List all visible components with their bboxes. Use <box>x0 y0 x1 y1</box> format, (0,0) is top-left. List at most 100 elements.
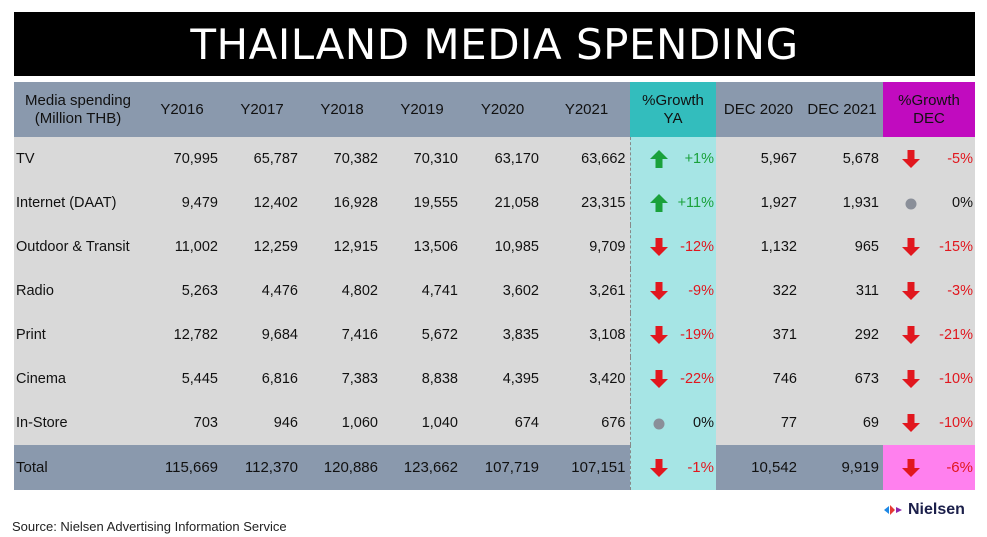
year-value: 3,835 <box>462 313 543 357</box>
year-value: 19,555 <box>382 181 462 225</box>
row-label: Radio <box>14 269 142 313</box>
year-value: 8,838 <box>382 357 462 401</box>
header-year: Y2018 <box>302 82 382 137</box>
year-value: 63,170 <box>462 137 543 181</box>
table-row: Internet (DAAT) 9,479 12,402 16,928 19,555 21… <box>14 181 975 225</box>
arrow-down-icon <box>649 370 668 388</box>
growth-ya-value: -9% <box>688 283 714 299</box>
header-year: Y2021 <box>543 82 630 137</box>
year-value: 4,476 <box>222 269 302 313</box>
neutral-dot-icon <box>905 198 917 210</box>
year-value: 3,602 <box>462 269 543 313</box>
arrow-down-icon <box>902 414 920 432</box>
row-label: Outdoor & Transit <box>14 225 142 269</box>
arrow-up-icon <box>649 194 668 212</box>
dec2021-value: 292 <box>801 313 883 357</box>
header-growth-dec: %Growth DEC <box>883 82 975 137</box>
row-label: Print <box>14 313 142 357</box>
year-value: 12,915 <box>302 225 382 269</box>
header-growth-ya: %Growth YA <box>630 82 716 137</box>
growth-ya-cell: -12% <box>630 225 716 269</box>
year-value: 70,382 <box>302 137 382 181</box>
total-row: Total 115,669 112,370 120,886 123,662 107,719… <box>14 445 975 490</box>
arrow-down-icon <box>902 150 920 168</box>
header-year: Y2016 <box>142 82 222 137</box>
dec2021-value: 673 <box>801 357 883 401</box>
year-value: 7,416 <box>302 313 382 357</box>
year-value: 12,402 <box>222 181 302 225</box>
year-value: 5,672 <box>382 313 462 357</box>
growth-ya-value: -12% <box>680 239 714 255</box>
growth-ya-cell: +11% <box>630 181 716 225</box>
growth-ya-cell: 0% <box>630 401 716 445</box>
growth-dec-cell: 0% <box>883 181 975 225</box>
growth-dec-cell: -15% <box>883 225 975 269</box>
page-title: THAILAND MEDIA SPENDING <box>14 12 975 76</box>
year-value: 3,261 <box>543 269 631 313</box>
growth-dec-cell: -10% <box>883 401 975 445</box>
arrow-down-icon <box>902 326 920 344</box>
header-year: Y2017 <box>222 82 302 137</box>
growth-dec-cell: -10% <box>883 357 975 401</box>
table-row: Cinema 5,445 6,816 7,383 8,838 4,395 3,420 -22%… <box>14 357 975 401</box>
growth-ya-value: +11% <box>677 195 714 211</box>
row-label: Total <box>14 445 142 490</box>
year-value: 4,741 <box>382 269 462 313</box>
growth-dec-value: 0% <box>952 195 973 211</box>
dec2020-value: 77 <box>716 401 801 445</box>
year-value: 4,395 <box>462 357 543 401</box>
dec2021-value: 1,931 <box>801 181 883 225</box>
row-label: Cinema <box>14 357 142 401</box>
arrow-down-icon <box>902 458 920 477</box>
row-label: In-Store <box>14 401 142 445</box>
dec2020-value: 746 <box>716 357 801 401</box>
arrow-down-icon <box>902 282 920 300</box>
year-value: 9,684 <box>222 313 302 357</box>
growth-ya-cell: +1% <box>630 137 716 181</box>
year-value: 3,420 <box>543 357 631 401</box>
growth-dec-value: -6% <box>946 459 973 476</box>
media-spending-table: Media spending (Million THB) Y2016 Y2017 … <box>14 82 975 490</box>
year-value: 946 <box>222 401 302 445</box>
year-value: 5,445 <box>142 357 222 401</box>
dec2021-value: 965 <box>801 225 883 269</box>
table-row: TV 70,995 65,787 70,382 70,310 63,170 63,662 +1… <box>14 137 975 181</box>
table-row: Radio 5,263 4,476 4,802 4,741 3,602 3,261 -9% 32… <box>14 269 975 313</box>
growth-dec-value: -3% <box>947 283 973 299</box>
growth-ya-cell: -1% <box>630 445 716 490</box>
year-value: 107,151 <box>543 445 631 490</box>
row-label: Internet (DAAT) <box>14 181 142 225</box>
dec2021-value: 5,678 <box>801 137 883 181</box>
neutral-dot-icon <box>653 418 664 430</box>
growth-ya-value: -1% <box>687 459 714 476</box>
year-value: 112,370 <box>222 445 302 490</box>
header-year: Y2019 <box>382 82 462 137</box>
year-value: 10,985 <box>462 225 543 269</box>
year-value: 9,479 <box>142 181 222 225</box>
growth-ya-cell: -22% <box>630 357 716 401</box>
year-value: 115,669 <box>142 445 222 490</box>
growth-dec-value: -10% <box>939 415 973 431</box>
header-year: Y2020 <box>462 82 543 137</box>
arrow-down-icon <box>902 238 920 256</box>
year-value: 676 <box>543 401 631 445</box>
dec2021-value: 69 <box>801 401 883 445</box>
year-value: 21,058 <box>462 181 543 225</box>
year-value: 1,040 <box>382 401 462 445</box>
year-value: 12,259 <box>222 225 302 269</box>
dec2020-value: 5,967 <box>716 137 801 181</box>
dec2021-value: 9,919 <box>801 445 883 490</box>
year-value: 23,315 <box>543 181 631 225</box>
nielsen-logo-icon <box>884 505 902 515</box>
growth-ya-value: +1% <box>684 151 714 167</box>
table-row: In-Store 703 946 1,060 1,040 674 676 0% 77 69 -10% <box>14 401 975 445</box>
growth-dec-value: -10% <box>939 371 973 387</box>
growth-ya-value: -19% <box>680 327 714 343</box>
arrow-down-icon <box>649 282 668 300</box>
header-dec2020: DEC 2020 <box>716 82 801 137</box>
year-value: 11,002 <box>142 225 222 269</box>
year-value: 65,787 <box>222 137 302 181</box>
year-value: 107,719 <box>462 445 543 490</box>
arrow-up-icon <box>649 150 668 168</box>
year-value: 4,802 <box>302 269 382 313</box>
